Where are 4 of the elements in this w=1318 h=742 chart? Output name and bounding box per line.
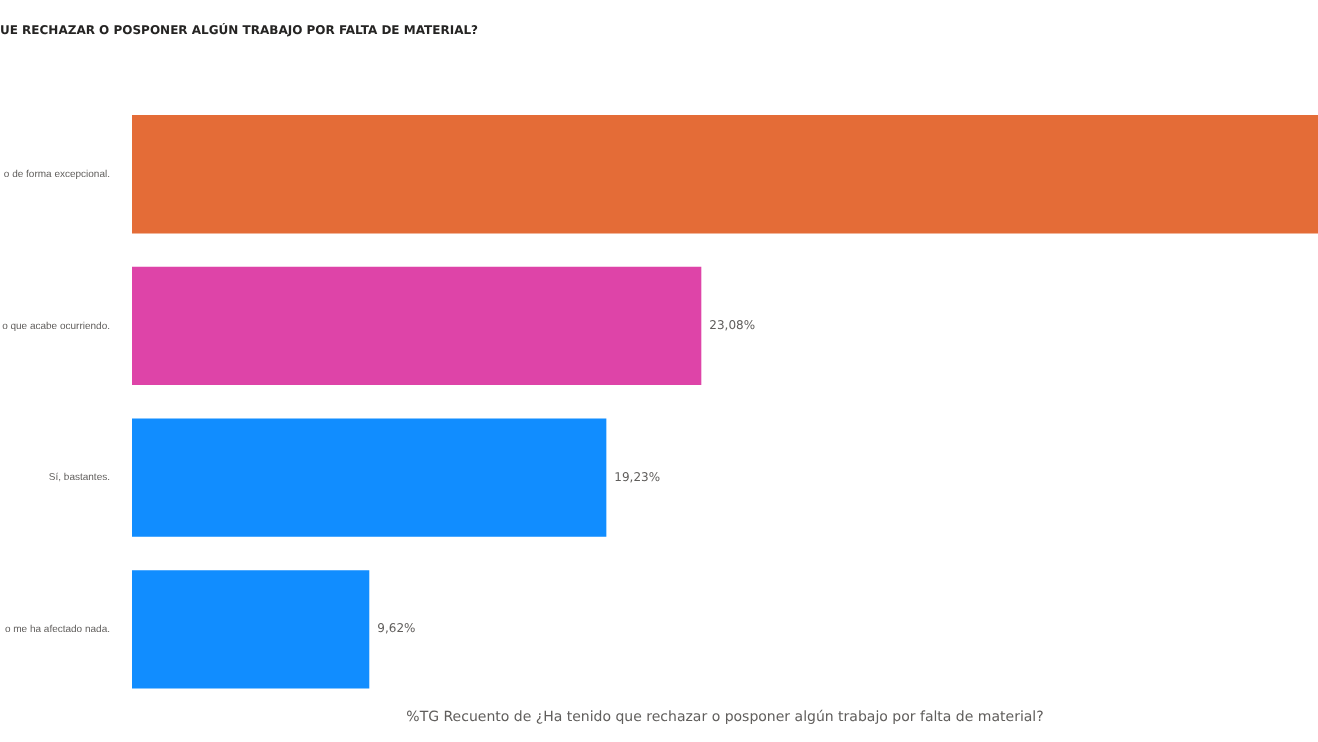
bar (132, 266, 702, 386)
bar (132, 570, 370, 689)
bar (132, 115, 1318, 234)
bar (132, 418, 607, 537)
